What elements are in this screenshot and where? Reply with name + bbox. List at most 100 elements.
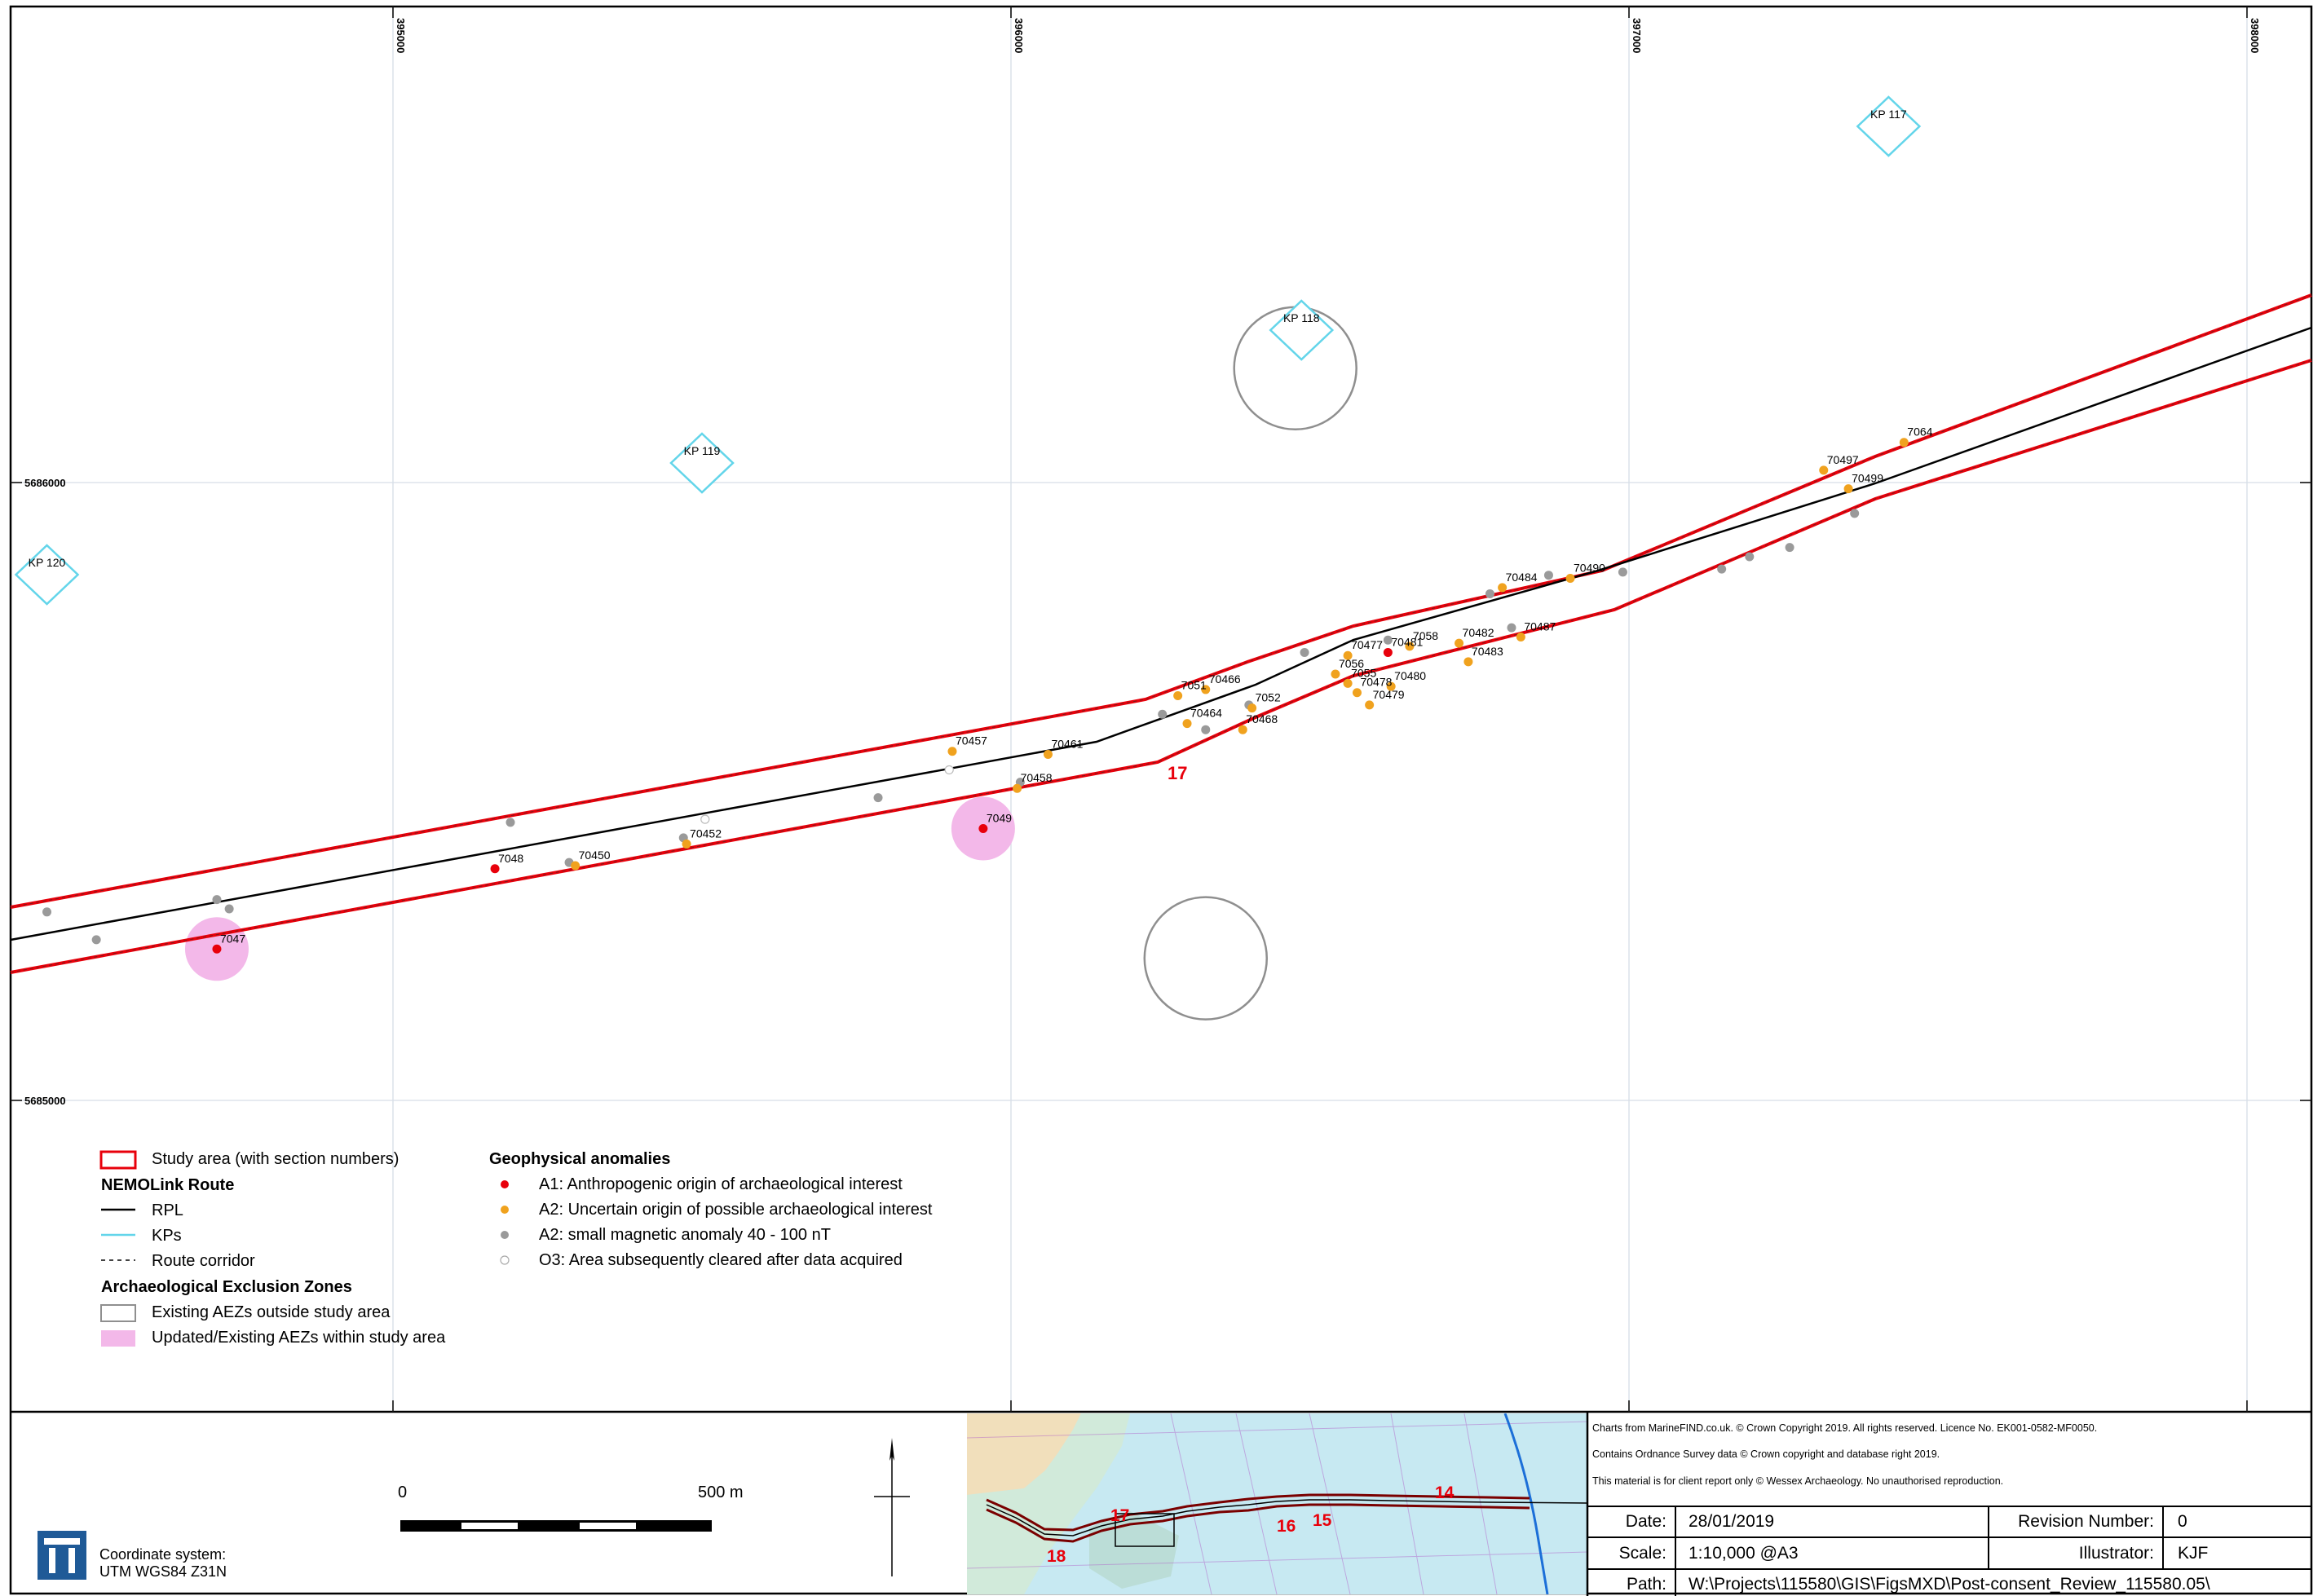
north-arrow-icon	[874, 1438, 910, 1576]
easting-label: 396000	[1013, 18, 1025, 53]
route-corridor	[10, 359, 2312, 973]
a1-dot-icon	[501, 1180, 509, 1188]
kp-diamond-icon	[669, 432, 735, 494]
anomaly-dot	[1352, 688, 1362, 698]
inset-section-17: 17	[1110, 1506, 1129, 1525]
inset-shoal	[1089, 1511, 1179, 1589]
anomaly-dot	[571, 861, 580, 871]
aez-outside	[1143, 896, 1269, 1021]
legend-aez-heading: Archaeological Exclusion Zones	[101, 1278, 352, 1296]
anomaly-dot	[1899, 438, 1909, 447]
date-value: 28/01/2019	[1689, 1512, 1775, 1531]
anomaly-dot	[1343, 650, 1353, 660]
anomaly-small-dot	[1201, 725, 1211, 734]
legend-kps: KPs	[152, 1227, 182, 1245]
path-label: Path:	[1626, 1575, 1666, 1594]
legend-a2-small: A2: small magnetic anomaly 40 - 100 nT	[539, 1226, 831, 1244]
aez-within-swatch	[101, 1330, 135, 1347]
section-number-label: 17	[1168, 763, 1187, 783]
anomaly-dot	[1182, 719, 1192, 729]
anomaly-label: 70497	[1827, 453, 1859, 466]
northing-label: 5686000	[24, 477, 66, 489]
anomaly-dot	[1238, 725, 1247, 734]
kp-diamond-icon	[14, 544, 80, 606]
wessex-logo	[38, 1531, 86, 1580]
study-area-swatch	[99, 1150, 137, 1170]
anomaly-small-dot	[212, 895, 222, 905]
a2-small-dot-icon	[501, 1231, 509, 1239]
rpl-swatch	[101, 1208, 135, 1211]
rpl-line	[10, 326, 2312, 941]
anomaly-small-dot	[1383, 635, 1393, 645]
anomaly-label: 70479	[1373, 688, 1405, 701]
anomaly-dot	[1365, 700, 1375, 710]
legend-rpl: RPL	[152, 1201, 183, 1219]
anomaly-cleared-dot	[700, 814, 710, 824]
anomaly-label: 70477	[1351, 638, 1383, 651]
route-corridor	[10, 294, 2312, 908]
legend-aez-within: Updated/Existing AEZs within study area	[152, 1329, 446, 1347]
kp-label: KP 118	[1283, 311, 1320, 324]
anomaly-label: 7049	[987, 811, 1012, 824]
anomaly-label: 70487	[1524, 620, 1556, 633]
inset-map: 18 17 16 15 14	[967, 1413, 1587, 1594]
anomaly-label: 70468	[1246, 712, 1278, 725]
anomaly-dot	[1405, 641, 1415, 651]
scale-bar	[400, 1520, 712, 1532]
inset-section-14: 14	[1435, 1484, 1455, 1502]
anomaly-small-dot	[1618, 567, 1627, 577]
kp-diamond-icon	[1269, 299, 1335, 361]
a2-dot-icon	[501, 1206, 509, 1214]
easting-label: 395000	[395, 18, 407, 53]
legend-a1: A1: Anthropogenic origin of archaeologic…	[539, 1175, 903, 1193]
revision-value: 0	[2178, 1512, 2187, 1531]
anomaly-dot	[1343, 678, 1353, 688]
anomaly-label: 70484	[1506, 571, 1538, 584]
map-labels: 395000 396000 397000 398000 5686000 5685000 KP…	[24, 18, 2261, 1107]
anomaly-dot	[1173, 691, 1183, 701]
anomaly-cleared-dot	[944, 765, 954, 775]
map-features	[10, 95, 2312, 1021]
kp-label: KP 120	[29, 556, 66, 569]
anomaly-dot	[978, 823, 988, 833]
anomaly-small-dot	[224, 904, 234, 914]
anomaly-dot	[682, 839, 691, 849]
inset-section-15: 15	[1313, 1511, 1332, 1530]
inset-section-18: 18	[1047, 1547, 1066, 1566]
anomaly-dot	[1331, 669, 1340, 679]
anomaly-label: 7055	[1351, 666, 1376, 679]
inset-extent-box	[1115, 1513, 1175, 1547]
legend-route-heading: NEMOLink Route	[101, 1176, 235, 1194]
anomaly-small-dot	[1745, 552, 1755, 562]
anomaly-label: 7056	[1339, 657, 1364, 670]
anomaly-small-dot	[1717, 564, 1727, 574]
legend-a2: A2: Uncertain origin of possible archaeo…	[539, 1201, 933, 1219]
legend-o3: O3: Area subsequently cleared after data…	[539, 1251, 903, 1269]
anomaly-dot	[1013, 783, 1022, 793]
anomaly-small-dot	[42, 907, 52, 917]
anomaly-small-dot	[91, 935, 101, 945]
anomaly-label: 70450	[579, 849, 611, 862]
scale-value: 1:10,000 @A3	[1689, 1544, 1799, 1563]
anomaly-dot	[1043, 750, 1053, 760]
anomaly-dot	[212, 944, 222, 954]
anomaly-small-dot	[1543, 571, 1553, 580]
scale-label: Scale:	[1618, 1544, 1666, 1563]
anomaly-dot	[1386, 681, 1396, 691]
kp-label: KP 119	[684, 444, 721, 457]
anomaly-label: 70499	[1852, 472, 1883, 485]
anomaly-dot	[947, 747, 957, 756]
anomaly-label: 70464	[1190, 707, 1222, 720]
anomaly-dot	[1843, 484, 1853, 494]
anomaly-small-dot	[1507, 623, 1516, 633]
coord-system-line2: UTM WGS84 Z31N	[99, 1563, 227, 1580]
anomaly-label: 70478	[1360, 676, 1392, 689]
scalebar-zero: 0	[398, 1484, 408, 1501]
anomaly-small-dot	[1485, 589, 1494, 598]
anomaly-dot	[1498, 583, 1508, 593]
anomaly-label: 7058	[1413, 629, 1438, 642]
legend-study-area: Study area (with section numbers)	[152, 1150, 400, 1168]
anomaly-dot	[1565, 573, 1575, 583]
anomaly-label: 7051	[1181, 679, 1207, 692]
